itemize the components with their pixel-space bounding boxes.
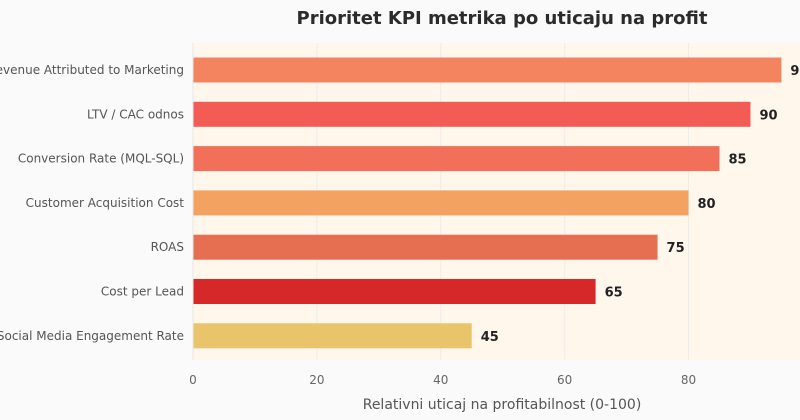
category-labels: Revenue Attributed to Marketing LTV / CAC… (0, 63, 184, 343)
value-label: 90 (759, 108, 777, 123)
bar (193, 101, 751, 127)
x-axis-title: Relativni uticaj na profitabilnost (0-10… (363, 397, 642, 413)
bar (193, 57, 782, 83)
value-label: 75 (667, 241, 685, 256)
value-label: 95 (790, 64, 800, 79)
category-label: Customer Acquisition Cost (26, 196, 185, 210)
x-tick-label: 40 (433, 373, 448, 387)
value-labels: 95 90 85 80 75 65 45 (481, 64, 800, 345)
x-tick-label: 0 (189, 373, 197, 387)
bar (193, 190, 689, 216)
bars-group (193, 57, 782, 349)
bar (193, 323, 472, 349)
x-tick-label: 80 (681, 373, 696, 387)
value-label: 80 (698, 197, 716, 212)
category-label: LTV / CAC odnos (87, 107, 184, 121)
bar (193, 279, 596, 304)
value-label: 85 (728, 153, 746, 168)
x-tick-label: 60 (557, 373, 572, 387)
category-label: Revenue Attributed to Marketing (0, 63, 184, 77)
category-label: Cost per Lead (101, 285, 184, 299)
category-label: ROAS (151, 240, 184, 254)
x-tick-label: 20 (309, 373, 324, 387)
value-label: 45 (481, 330, 499, 345)
category-label: Conversion Rate (MQL-SQL) (18, 152, 184, 166)
bar (193, 234, 658, 260)
category-label: Social Media Engagement Rate (0, 329, 184, 343)
value-label: 65 (605, 286, 623, 301)
x-tick-labels: 0 20 40 60 80 (189, 373, 696, 387)
chart-title: Prioritet KPI metrika po uticaju na prof… (297, 8, 708, 29)
bar (193, 146, 720, 172)
